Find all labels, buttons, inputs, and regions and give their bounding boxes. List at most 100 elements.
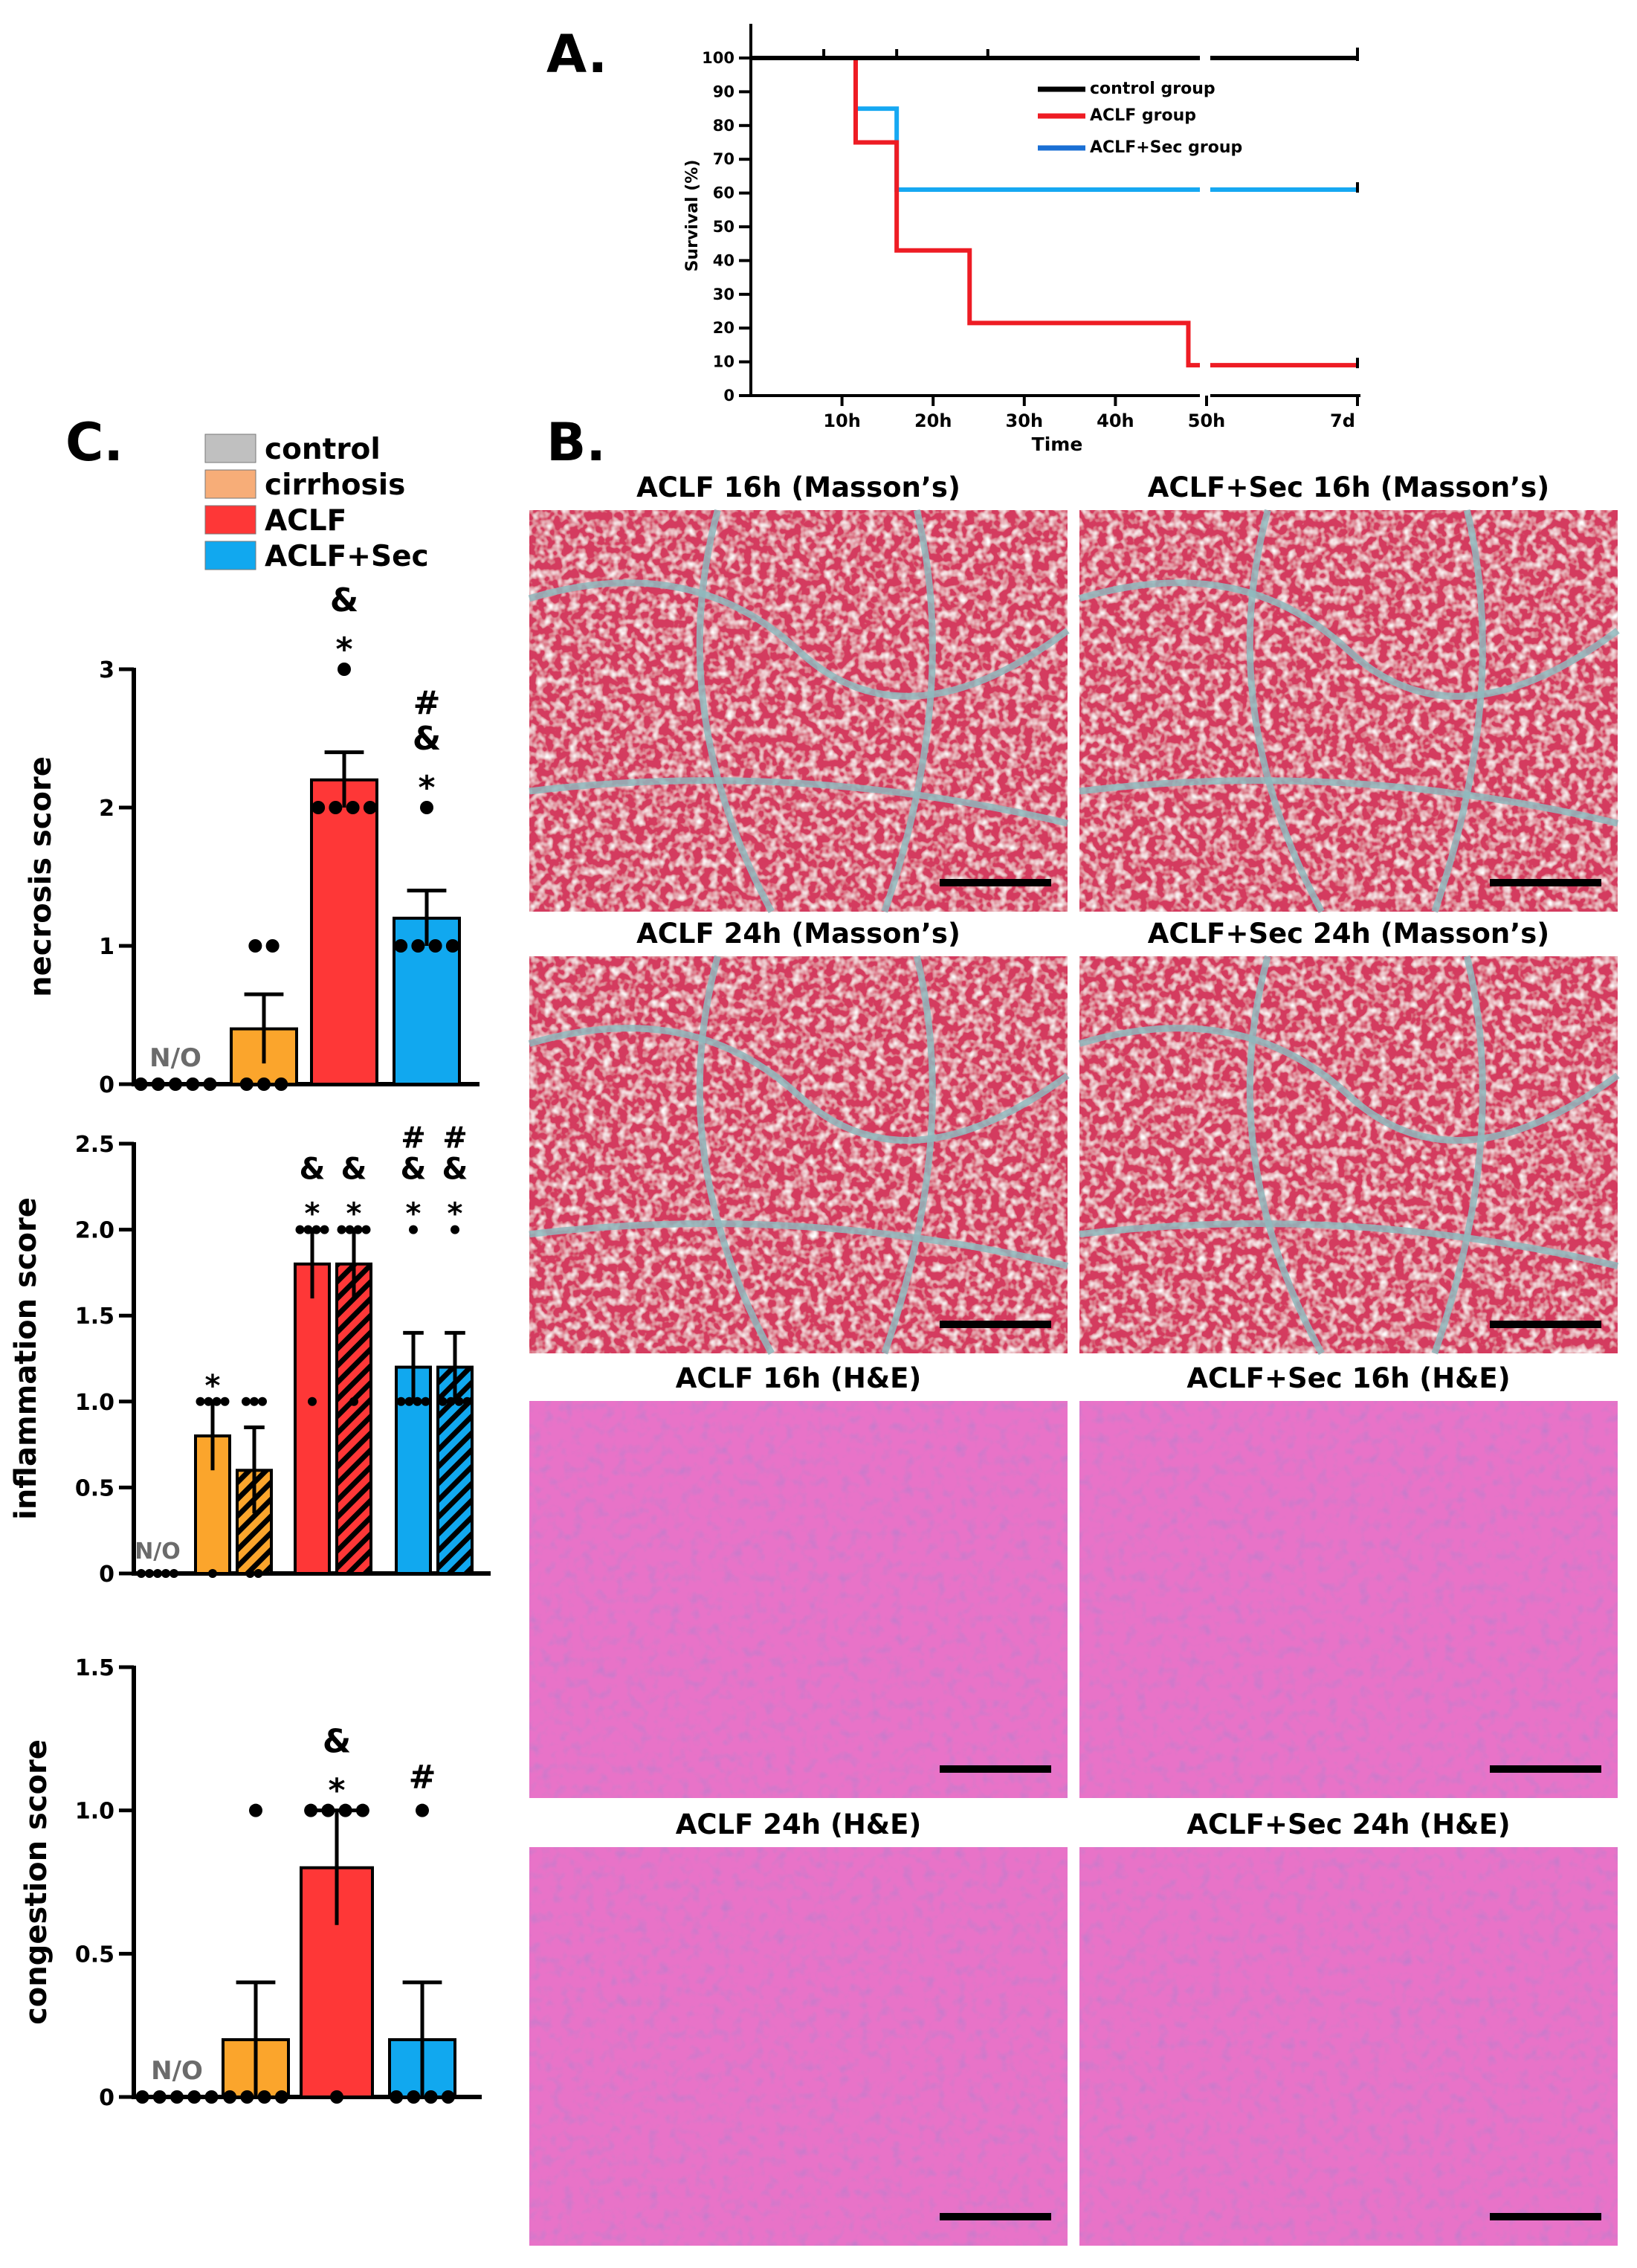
inflammation-score-control-data-point bbox=[153, 1569, 162, 1578]
inflammation-score-aclf-sec-significance-mark: # bbox=[401, 1121, 426, 1156]
km-line-aclf-left bbox=[853, 58, 1200, 368]
necrosis-score-control-data-point bbox=[169, 1077, 182, 1091]
necrosis-score-aclf-sec-significance-mark: & bbox=[413, 720, 441, 758]
micrograph-septum bbox=[1431, 955, 1486, 1355]
km-y-tick-label: 80 bbox=[713, 117, 734, 135]
micrograph-septum bbox=[529, 1220, 1069, 1269]
necrosis-score-cirrhosis-data-point bbox=[274, 1077, 288, 1091]
congestion-score-control-data-point bbox=[204, 2090, 219, 2104]
congestion-score-y-tick-label: 0.5 bbox=[75, 1942, 114, 1968]
micrograph-septum bbox=[1079, 1220, 1619, 1269]
inflammation-score-cirrhosis-data-point bbox=[204, 1396, 213, 1406]
necrosis-score-aclf-data-point bbox=[329, 801, 343, 814]
inflammation-score-cirrhosis-hatched-data-point bbox=[250, 1396, 259, 1406]
inflammation-score-aclf-sec-data-point bbox=[421, 1396, 430, 1406]
inflammation-score-cirrhosis-hatched-data-point bbox=[245, 1569, 255, 1578]
inflammation-score-aclf-significance-mark: * bbox=[305, 1197, 320, 1231]
congestion-score-aclf-sec-data-point bbox=[416, 1803, 429, 1817]
congestion-score-cirrhosis-data-point bbox=[249, 1803, 262, 1817]
necrosis-score-aclf-sec-data-point bbox=[445, 939, 459, 953]
micrograph-septum bbox=[696, 509, 775, 914]
micrograph-title-aclf-16h-h-e: ACLF 16h (H&E) bbox=[676, 1362, 922, 1394]
micrograph-image-aclf-sec-16h-masson-s bbox=[1079, 510, 1618, 912]
km-y-tick-label: 60 bbox=[713, 184, 734, 202]
micrograph-scale-bar bbox=[1490, 2213, 1601, 2220]
inflammation-score-aclf-sec-hatched-data-point bbox=[462, 1396, 472, 1406]
congestion-score-control-data-point bbox=[152, 2090, 167, 2104]
congestion-score-cirrhosis-data-point bbox=[223, 2090, 237, 2104]
inflammation-score-aclf-data-point bbox=[308, 1396, 317, 1406]
necrosis-score-cirrhosis-data-point bbox=[248, 939, 262, 953]
inflammation-score-no-data-label: N/O bbox=[135, 1539, 181, 1565]
inflammation-score-aclf-significance-mark: & bbox=[300, 1153, 326, 1187]
inflammation-score-control-data-point bbox=[169, 1569, 178, 1578]
congestion-score-control-data-point bbox=[170, 2090, 184, 2104]
km-x-tick-label: 30h bbox=[1006, 410, 1043, 431]
inflammation-score-aclf-hatched-significance-mark: * bbox=[346, 1197, 362, 1231]
micrograph-scale-bar bbox=[940, 1765, 1051, 1773]
panel-label-b: B. bbox=[546, 412, 606, 473]
km-y-tick-label: 20 bbox=[713, 319, 734, 337]
inflammation-score-aclf-sec-significance-mark: * bbox=[406, 1197, 422, 1231]
km-x-tick-label: 10h bbox=[823, 410, 860, 431]
necrosis-score-aclf-sec-data-point bbox=[428, 939, 442, 953]
micrograph-title-aclf-24h-masson-s: ACLF 24h (Masson’s) bbox=[636, 918, 960, 950]
inflammation-score-aclf-hatched-data-point bbox=[361, 1225, 371, 1234]
panel-label-a: A. bbox=[546, 24, 608, 85]
inflammation-score-cirrhosis-data-point bbox=[212, 1396, 222, 1406]
inflammation-score-aclf-sec-hatched-significance-mark: * bbox=[448, 1197, 463, 1231]
micrograph-septum bbox=[529, 777, 1069, 827]
congestion-score-aclf-data-point bbox=[330, 2090, 343, 2104]
necrosis-score-aclf-data-point bbox=[346, 801, 360, 814]
inflammation-score-aclf-sec-hatched-significance-mark: # bbox=[442, 1121, 468, 1156]
panel-label-c: C. bbox=[65, 412, 123, 473]
micrograph-septum bbox=[1246, 509, 1325, 914]
km-x-axis-title: Time bbox=[1032, 434, 1083, 455]
micrograph-title-aclf-sec-16h-h-e: ACLF+Sec 16h (H&E) bbox=[1186, 1362, 1510, 1394]
inflammation-score-aclf-sec-significance-mark: & bbox=[401, 1153, 427, 1187]
inflammation-score-axis-title: inflammation score bbox=[9, 1197, 43, 1520]
inflammation-score-aclf-hatched-bar bbox=[335, 1262, 372, 1575]
inflammation-score-aclf-bar bbox=[294, 1262, 331, 1575]
necrosis-score-control-data-point bbox=[186, 1077, 200, 1091]
congestion-score-y-tick-label: 0 bbox=[99, 2085, 114, 2111]
necrosis-score-cirrhosis-data-point bbox=[257, 1077, 271, 1091]
congestion-score-aclf-sec-data-point bbox=[424, 2090, 438, 2104]
inflammation-score-aclf-sec-hatched-data-point bbox=[451, 1225, 459, 1234]
necrosis-score-y-tick-label: 1 bbox=[99, 934, 114, 960]
necrosis-score-aclf-data-point bbox=[311, 801, 326, 814]
micrograph-scale-bar bbox=[940, 1321, 1051, 1328]
congestion-score-aclf-data-point bbox=[321, 1803, 335, 1817]
inflammation-score-aclf-hatched-data-point bbox=[337, 1225, 346, 1234]
congestion-score-aclf-sec-data-point bbox=[441, 2090, 455, 2104]
km-y-axis-title: Survival (%) bbox=[683, 160, 702, 272]
micrograph-septum bbox=[1078, 1025, 1620, 1144]
km-y-tick-label: 40 bbox=[713, 251, 734, 269]
inflammation-score-aclf-hatched-data-point bbox=[345, 1225, 355, 1234]
inflammation-score-cirrhosis-data-point bbox=[220, 1396, 230, 1406]
micrograph-septum bbox=[528, 1025, 1070, 1144]
micrograph-image-aclf-16h-masson-s bbox=[529, 510, 1068, 912]
congestion-score-aclf-data-point bbox=[338, 1803, 352, 1817]
micrograph-title-aclf-sec-16h-masson-s: ACLF+Sec 16h (Masson’s) bbox=[1148, 471, 1549, 503]
congestion-score-aclf-sec-data-point bbox=[407, 2090, 421, 2104]
legend-label: control bbox=[265, 433, 381, 466]
micrograph-scale-bar bbox=[940, 879, 1051, 886]
necrosis-score-aclf-sec-data-point bbox=[420, 801, 433, 814]
km-legend-label: ACLF group bbox=[1090, 106, 1196, 125]
micrograph-septum bbox=[881, 509, 936, 913]
necrosis-score-y-tick-label: 3 bbox=[99, 657, 114, 683]
micrograph-scale-bar bbox=[1490, 1765, 1601, 1773]
inflammation-score-aclf-data-point bbox=[295, 1225, 305, 1234]
necrosis-score-control-data-point bbox=[151, 1077, 165, 1091]
necrosis-score-aclf-sec-significance-mark: * bbox=[418, 769, 435, 807]
inflammation-score-aclf-data-point bbox=[311, 1225, 321, 1234]
micrograph-image-aclf-24h-h-e bbox=[529, 1847, 1068, 2246]
legend-swatch-control bbox=[204, 434, 256, 463]
congestion-score-aclf-data-point bbox=[304, 1803, 318, 1817]
inflammation-score-y-tick-label: 1.0 bbox=[75, 1390, 114, 1416]
micrograph-septum bbox=[881, 955, 936, 1355]
inflammation-score-aclf-data-point bbox=[303, 1225, 313, 1234]
km-x-tick-label: 7d bbox=[1330, 410, 1355, 431]
